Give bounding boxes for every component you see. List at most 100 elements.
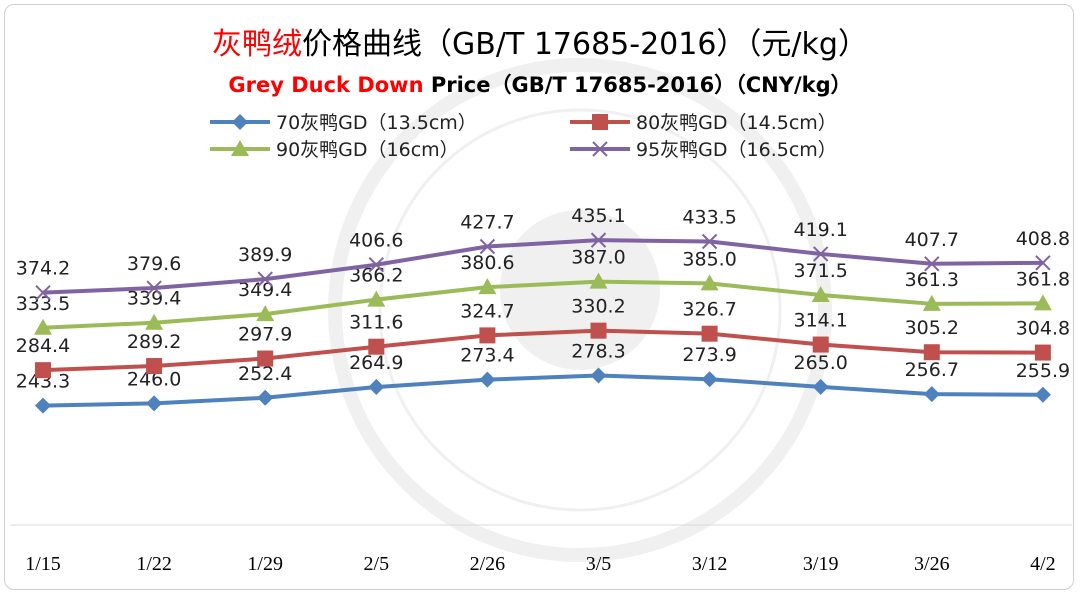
data-point-marker	[257, 271, 273, 287]
data-point-marker	[478, 278, 497, 295]
legend-marker	[592, 141, 608, 157]
data-point-marker	[812, 336, 829, 353]
data-point-marker	[35, 397, 51, 414]
legend-item: 95灰鸭GD（16.5cm）	[570, 139, 837, 161]
data-point-marker	[257, 350, 274, 367]
data-point-marker	[479, 327, 496, 344]
data-label: 304.8	[1016, 318, 1070, 340]
data-point-marker	[701, 371, 718, 388]
data-label: 387.0	[571, 247, 625, 269]
data-label: 273.9	[682, 344, 736, 366]
data-label: 273.4	[460, 345, 514, 367]
legend-label: 95灰鸭GD（16.5cm）	[636, 139, 837, 161]
title-en-red: Grey Duck Down	[228, 73, 423, 97]
x-tick-label: 4/2	[1030, 553, 1056, 575]
data-label: 252.4	[238, 363, 292, 385]
data-point-marker	[368, 379, 385, 396]
data-label: 427.7	[460, 212, 514, 234]
data-point-marker	[701, 325, 718, 342]
data-label: 433.5	[682, 207, 736, 229]
data-label: 366.2	[349, 265, 403, 287]
data-label: 333.5	[16, 293, 70, 315]
x-tick-label: 2/26	[470, 553, 506, 575]
legend-marker	[232, 114, 248, 130]
x-tick-label: 3/26	[914, 553, 950, 575]
data-point-marker	[700, 274, 719, 291]
legend-marker	[231, 140, 249, 156]
data-point-marker	[146, 395, 163, 412]
data-label: 389.9	[238, 244, 292, 266]
series-x: 374.2 379.6 389.9 406.6 427.7 435.1 433.5 419.1…	[16, 205, 1070, 301]
series-line	[42, 238, 1043, 295]
legend-item: 80灰鸭GD（14.5cm）	[570, 112, 837, 134]
series-group: 243.3 246.0 252.4 264.9 273.4 278.3 273.9 265.0…	[16, 205, 1070, 414]
data-point-marker	[1034, 386, 1051, 403]
data-label: 419.1	[793, 219, 847, 241]
x-tick-label: 1/29	[247, 553, 283, 575]
data-point-marker	[35, 284, 51, 301]
legend-label: 70灰鸭GD（13.5cm）	[276, 112, 477, 134]
series-line	[42, 328, 1043, 373]
series-diamond: 243.3 246.0 252.4 264.9 273.4 278.3 273.9 265.0…	[16, 340, 1070, 414]
data-point-marker	[35, 362, 51, 379]
data-label: 380.6	[460, 252, 514, 274]
data-label: 407.7	[905, 229, 959, 251]
x-tick-labels: 1/15 1/22 1/29 2/5 2/26 3/5 3/12 3/19 3/26 4/2	[25, 553, 1055, 575]
data-point-marker	[145, 313, 164, 330]
data-label: 314.1	[793, 310, 847, 332]
data-label: 264.9	[349, 352, 403, 374]
data-point-marker	[922, 294, 941, 311]
data-label: 255.9	[1016, 360, 1070, 382]
data-point-marker	[1033, 294, 1052, 311]
data-point-marker	[146, 358, 163, 375]
series-triangle: 333.5 339.4 349.4 366.2 380.6 387.0 385.0 371.5…	[16, 247, 1070, 335]
x-tick-label: 3/12	[692, 553, 728, 575]
data-point-marker	[812, 246, 829, 262]
data-label: 305.2	[905, 317, 959, 339]
data-label: 406.6	[349, 230, 403, 252]
data-point-marker	[368, 338, 385, 355]
x-tick-label: 1/22	[136, 553, 172, 575]
data-label: 324.7	[460, 300, 514, 322]
legend-label: 90灰鸭GD（16cm）	[276, 139, 459, 161]
legend-item: 90灰鸭GD（16cm）	[210, 139, 459, 161]
title-cn-black: 价格曲线（GB/T 17685-2016）（元/kg）	[302, 27, 868, 62]
title-cn-red: 灰鸭绒	[212, 27, 302, 62]
title-en-black: Price（GB/T 17685-2016）（CNY/kg）	[424, 73, 852, 97]
data-point-marker	[812, 378, 829, 395]
data-label: 297.9	[238, 324, 292, 346]
data-label: 408.8	[1016, 228, 1070, 250]
legend: 70灰鸭GD（13.5cm） 80灰鸭GD（14.5cm） 90灰鸭GD（16cm）…	[210, 112, 837, 161]
data-label: 339.4	[127, 288, 181, 310]
data-point-marker	[1035, 255, 1051, 271]
data-point-marker	[590, 367, 607, 384]
data-point-marker	[257, 389, 274, 406]
data-label: 284.4	[16, 335, 70, 357]
data-label: 278.3	[571, 340, 625, 362]
data-point-marker	[590, 322, 607, 339]
data-point-marker	[589, 272, 608, 289]
data-label: 289.2	[127, 331, 181, 353]
data-label: 379.6	[127, 253, 181, 275]
data-label: 243.3	[16, 371, 70, 393]
data-point-marker	[479, 371, 496, 388]
chart-title-cn: 灰鸭绒价格曲线（GB/T 17685-2016）（元/kg）	[212, 27, 868, 62]
chart-title-en: Grey Duck Down Price（GB/T 17685-2016）（CN…	[228, 73, 851, 97]
data-point-marker	[146, 280, 162, 296]
data-point-marker	[1034, 344, 1051, 361]
data-point-marker	[256, 305, 275, 322]
chart-border	[4, 4, 1074, 590]
series-line	[42, 373, 1043, 408]
data-label: 374.2	[16, 258, 70, 280]
legend-label: 80灰鸭GD（14.5cm）	[636, 112, 837, 134]
data-point-marker	[924, 256, 940, 272]
data-label: 385.0	[682, 248, 736, 270]
data-point-marker	[923, 386, 940, 403]
x-tick-label: 3/19	[803, 553, 839, 575]
data-point-marker	[34, 318, 52, 335]
data-point-marker	[701, 233, 718, 250]
data-label: 256.7	[905, 359, 959, 381]
data-label: 246.0	[127, 368, 181, 390]
